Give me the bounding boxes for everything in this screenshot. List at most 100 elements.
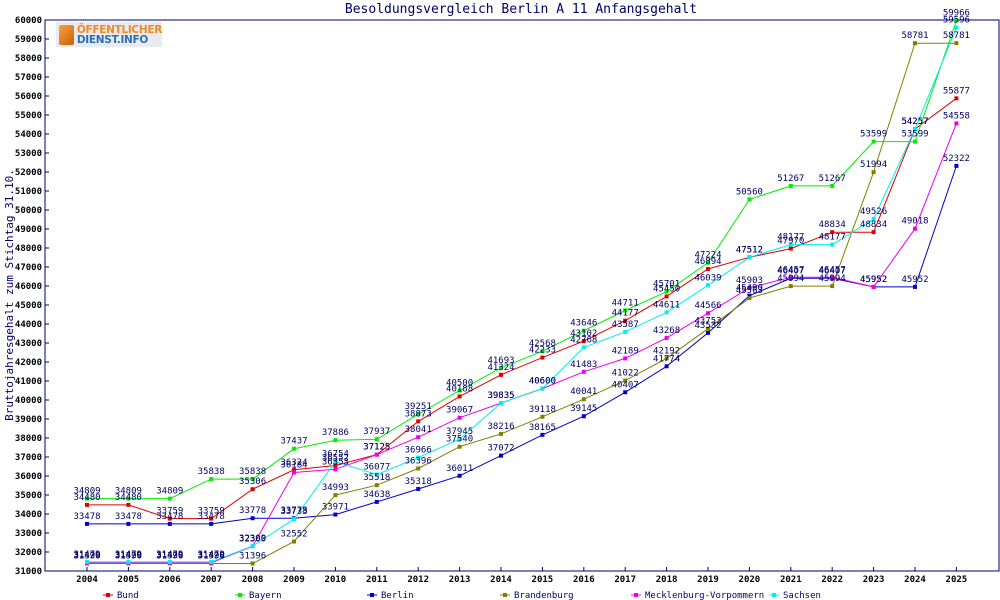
x-tick-label: 2023 [863, 575, 885, 585]
series-line [87, 165, 957, 525]
x-tick-label: 2014 [490, 575, 512, 585]
data-point [457, 473, 462, 478]
legend: Bund Bayern Berlin Brandenburg Mecklenburg-V… [103, 591, 821, 600]
data-point [954, 163, 959, 168]
data-label: 31396 [115, 551, 142, 561]
data-point [830, 230, 835, 235]
data-label: 39251 [405, 402, 432, 412]
data-label: 47970 [777, 237, 804, 247]
chart-title: Besoldungsvergleich Berlin A 11 Anfangsg… [345, 2, 697, 17]
data-point [292, 446, 296, 451]
y-tick-label: 46000 [15, 282, 42, 292]
legend-label: Sachsen [783, 591, 821, 600]
series-line [87, 27, 957, 563]
data-point [416, 435, 421, 440]
data-label: 35306 [239, 477, 266, 487]
data-label: 48834 [860, 220, 887, 230]
data-label: 38873 [405, 409, 432, 419]
data-label: 45903 [736, 276, 763, 286]
data-point [913, 226, 917, 231]
data-point [167, 496, 172, 501]
data-label: 39835 [487, 391, 514, 401]
y-tick-label: 44000 [15, 320, 42, 330]
data-label: 37125 [363, 443, 390, 453]
data-label: 39067 [446, 406, 473, 416]
y-tick-label: 49000 [15, 225, 42, 235]
data-point [747, 197, 752, 202]
data-point [540, 432, 545, 437]
data-label: 43532 [694, 321, 721, 331]
data-point [788, 183, 793, 188]
data-point [623, 378, 628, 383]
data-label: 39835 [487, 391, 514, 401]
x-tick-label: 2013 [449, 575, 471, 585]
data-label: 31479 [73, 550, 100, 560]
data-point [374, 499, 379, 504]
data-label: 31479 [198, 550, 225, 560]
data-point [788, 275, 793, 280]
legend-marker [106, 593, 110, 597]
data-point [333, 463, 338, 468]
data-label: 34809 [73, 487, 100, 497]
data-label: 36966 [405, 446, 432, 456]
data-label: 54257 [901, 117, 928, 127]
data-point [416, 466, 421, 471]
data-point [250, 561, 255, 566]
data-point [581, 339, 586, 344]
data-label: 51267 [819, 174, 846, 184]
data-label: 48177 [819, 233, 846, 243]
data-point [871, 139, 876, 144]
data-label: 45363 [736, 286, 763, 296]
data-point [250, 516, 255, 521]
data-label: 31429 [198, 551, 225, 561]
data-label: 49018 [901, 217, 928, 227]
data-label: 33778 [280, 506, 307, 516]
x-tick-label: 2024 [904, 575, 926, 585]
data-point [85, 559, 89, 564]
x-tick-label: 2006 [159, 575, 181, 585]
data-label: 34480 [73, 493, 100, 503]
x-tick-label: 2012 [407, 575, 429, 585]
data-label: 38165 [529, 423, 556, 433]
data-label: 31396 [198, 551, 225, 561]
data-label: 33759 [198, 507, 225, 517]
data-label: 46039 [694, 273, 721, 283]
legend-marker [634, 593, 638, 597]
data-point [747, 296, 752, 301]
data-label: 41483 [570, 360, 597, 370]
data-label: 31396 [73, 551, 100, 561]
legend-label: Mecklenburg-Vorpommern [645, 591, 764, 600]
data-point [167, 516, 172, 521]
logo-line-2: DIENST.INFO [76, 33, 149, 46]
data-label: 33478 [198, 512, 225, 522]
data-point [292, 470, 296, 475]
x-tick-label: 2016 [573, 575, 595, 585]
data-label: 44611 [653, 300, 680, 310]
data-label: 39145 [570, 404, 597, 414]
data-label: 58781 [943, 31, 970, 41]
data-point [374, 472, 379, 477]
y-tick-label: 32000 [15, 548, 42, 558]
data-label: 33478 [73, 512, 100, 522]
data-label: 45952 [860, 275, 887, 285]
data-label: 38216 [487, 422, 514, 432]
y-tick-label: 43000 [15, 339, 42, 349]
data-label: 35518 [363, 473, 390, 483]
data-label: 45450 [653, 284, 680, 294]
y-tick-label: 31000 [15, 567, 42, 577]
data-label: 35838 [198, 467, 225, 477]
document-icon [59, 24, 74, 45]
data-point [250, 477, 255, 482]
series-line [87, 97, 957, 520]
data-point [871, 230, 876, 235]
y-tick-label: 55000 [15, 111, 42, 121]
data-label: 42768 [570, 335, 597, 345]
y-tick-label: 53000 [15, 149, 42, 159]
data-label: 37540 [446, 435, 473, 445]
data-label: 37886 [322, 428, 349, 438]
data-label: 32300 [239, 534, 266, 544]
data-point [706, 283, 710, 288]
data-label: 47512 [736, 245, 763, 255]
data-label: 59966 [943, 9, 970, 19]
